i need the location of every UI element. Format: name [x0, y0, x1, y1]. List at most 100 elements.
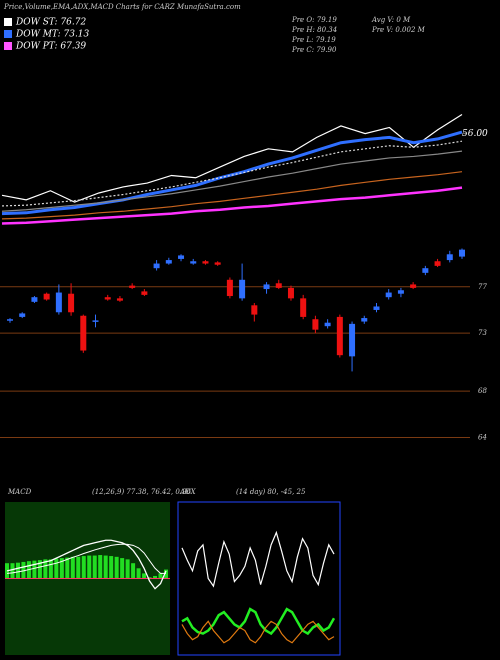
histogram-bar: [131, 563, 136, 579]
candle-body: [129, 285, 136, 288]
histogram-bar: [92, 555, 97, 579]
candle-body: [165, 260, 172, 264]
candle-body: [373, 306, 380, 310]
histogram-bar: [136, 568, 141, 579]
histogram-bar: [87, 555, 92, 579]
panel-params: (12,26,9) 77.38, 76.42, 0.96: [92, 488, 192, 496]
candle-body: [446, 254, 453, 261]
y-tick-label: 56.00: [462, 129, 488, 139]
candle-body: [287, 287, 294, 299]
candle-body: [202, 261, 209, 264]
histogram-bar: [70, 556, 75, 579]
histogram-bar: [153, 575, 158, 579]
candle-body: [397, 290, 404, 294]
y-tick-label: 77: [478, 283, 487, 291]
info-label: Pre L: 79.19: [291, 36, 336, 44]
candle-body: [31, 297, 38, 302]
histogram-bar: [125, 559, 130, 579]
histogram-bar: [10, 563, 15, 579]
histogram-bar: [103, 555, 108, 579]
line: [1, 171, 463, 220]
y-tick-label: 64: [478, 434, 487, 442]
legend-label: DOW PT: 67.39: [15, 42, 86, 52]
panel-params: (14 day) 80, -45, 25: [236, 488, 306, 496]
candle-body: [178, 255, 185, 259]
histogram-bar: [59, 558, 64, 579]
candle-body: [349, 323, 356, 357]
candle-body: [312, 319, 319, 330]
line: [1, 150, 463, 212]
candle-body: [190, 261, 197, 264]
candle-body: [324, 322, 331, 327]
histogram-bar: [21, 561, 26, 579]
candle-body: [251, 305, 258, 315]
y-tick-label: 73: [478, 329, 487, 337]
histogram-bar: [32, 560, 37, 579]
panel-title: ADX: [179, 488, 197, 496]
legend-swatch: [4, 30, 12, 38]
histogram-bar: [142, 573, 147, 579]
line: [181, 607, 336, 636]
candle-body: [92, 320, 99, 322]
candle-body: [226, 279, 233, 297]
histogram-bar: [81, 556, 86, 579]
histogram-bar: [109, 556, 114, 579]
candle-body: [275, 283, 282, 288]
candle-body: [19, 313, 26, 317]
candle-body: [43, 293, 50, 300]
histogram-bar: [15, 562, 20, 579]
line: [1, 114, 463, 203]
histogram-bar: [98, 555, 103, 579]
candle-body: [68, 293, 75, 313]
line: [181, 530, 335, 588]
line: [1, 186, 463, 225]
candle-body: [55, 292, 62, 313]
line: [181, 620, 335, 644]
legend-swatch: [4, 18, 12, 26]
y-tick-label: 68: [478, 387, 487, 395]
panel-title: MACD: [7, 488, 32, 496]
candle-body: [385, 292, 392, 298]
info-label: Pre O: 79.19: [291, 16, 337, 24]
candle-body: [434, 261, 441, 266]
legend-label: DOW MT: 73.13: [15, 30, 90, 40]
candle-body: [410, 284, 417, 288]
histogram-bar: [43, 559, 48, 579]
info-label: Avg V: 0 M: [371, 16, 411, 24]
candle-body: [422, 268, 429, 273]
info-label: Pre H: 80.34: [291, 26, 337, 34]
histogram-bar: [114, 556, 119, 579]
histogram-bar: [120, 558, 125, 579]
line: [6, 543, 166, 574]
histogram-bar: [54, 558, 59, 579]
candle-body: [80, 315, 87, 351]
candle-body: [153, 263, 160, 269]
candle-body: [361, 318, 368, 322]
histogram-bar: [37, 560, 42, 579]
candle-body: [263, 284, 270, 290]
chart-title: Price,Volume,EMA,ADX,MACD Charts for CAR…: [3, 3, 241, 11]
candle-body: [459, 249, 465, 257]
candle-body: [104, 297, 111, 300]
histogram-bar: [76, 556, 81, 579]
candle-body: [116, 298, 123, 301]
histogram-bar: [48, 559, 53, 579]
line: [1, 140, 463, 207]
candle-body: [239, 279, 246, 299]
candle-body: [214, 262, 221, 265]
candle-body: [300, 298, 307, 317]
candle-body: [336, 316, 343, 356]
histogram-bar: [164, 569, 168, 579]
legend-swatch: [4, 42, 12, 50]
histogram-bar: [147, 577, 152, 579]
legend-label: DOW ST: 76.72: [15, 18, 86, 28]
candle-body: [141, 291, 148, 295]
info-label: Pre V: 0.002 M: [371, 26, 426, 34]
histogram-bar: [65, 557, 70, 579]
line: [6, 539, 167, 590]
candle-body: [7, 319, 13, 321]
histogram-bar: [158, 573, 163, 579]
info-label: Pre C: 79.90: [291, 46, 337, 54]
